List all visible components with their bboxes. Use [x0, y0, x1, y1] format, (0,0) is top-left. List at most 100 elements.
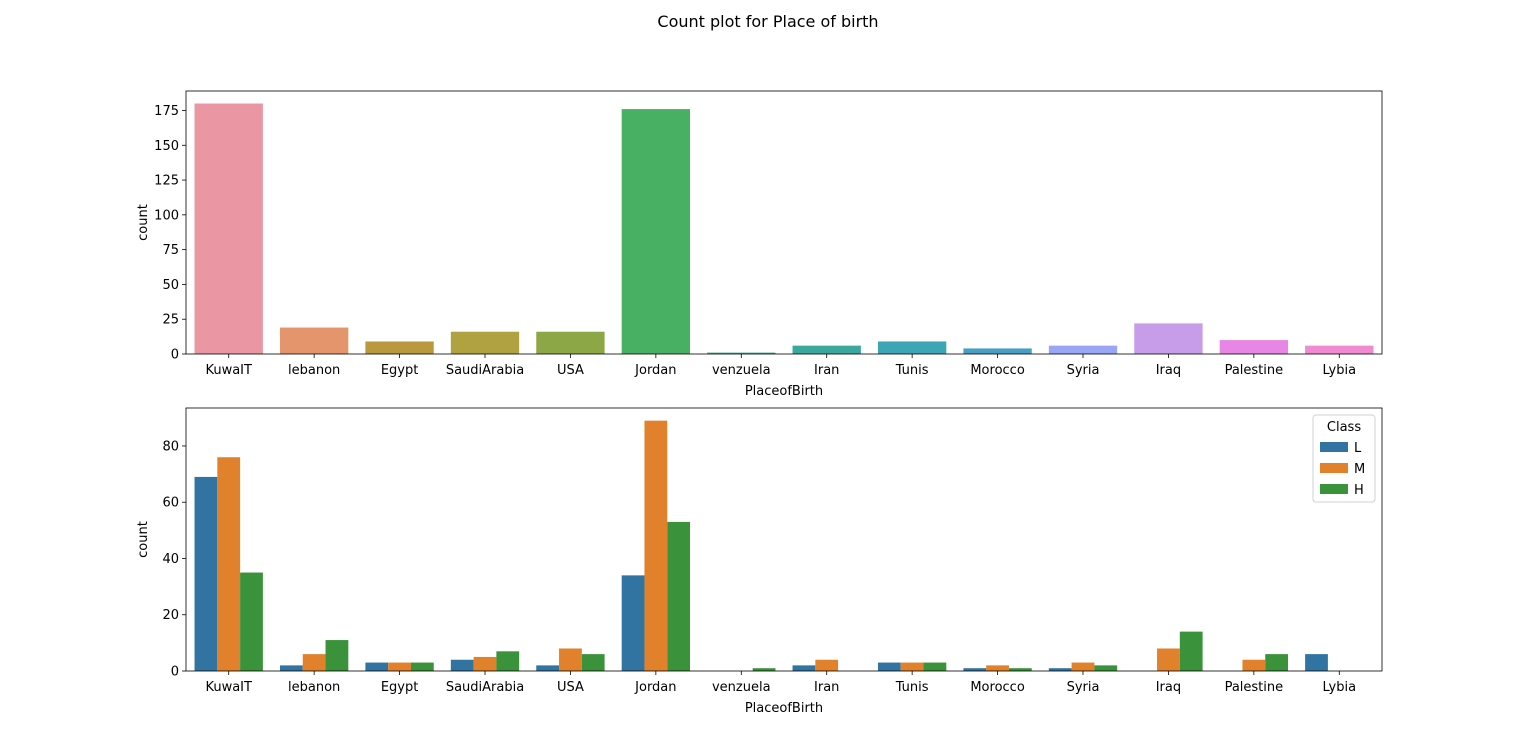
- panel1-bar-7: [792, 345, 861, 354]
- panel2-xtick-label-0: KuwaIT: [205, 680, 252, 695]
- panel1-ylabel: count: [136, 204, 151, 241]
- panel2-xtick-label-2: Egypt: [381, 680, 419, 695]
- panel2-xtick-label-9: Morocco: [970, 680, 1024, 695]
- panel1-xtick-label-1: lebanon: [288, 363, 340, 378]
- panel1-ytick-label-3: 75: [162, 243, 179, 258]
- figure-title: Count plot for Place of birth: [657, 12, 879, 31]
- panel2-bar-M-9: [986, 665, 1009, 671]
- panel2-xtick-label-7: Iran: [814, 680, 839, 695]
- panel1-bar-4: [536, 331, 605, 354]
- panel1-xtick-label-7: Iran: [814, 363, 839, 378]
- panel2-bar-M-10: [1071, 662, 1095, 671]
- panel2-axes-frame: [185, 407, 1383, 672]
- panel1-bar-2: [365, 341, 434, 354]
- panel2-legend-swatch-M: [1320, 463, 1348, 473]
- panel2-legend-label-L: L: [1354, 441, 1362, 456]
- panel2-bar-H-11: [1179, 631, 1203, 671]
- panel2-bar-H-1: [325, 640, 349, 671]
- panel1-bar-1: [279, 327, 349, 354]
- panel1-bar-3: [450, 331, 520, 354]
- panel2-bar-M-7: [815, 659, 839, 671]
- panel1-ytick-label-4: 100: [154, 208, 179, 223]
- panel2-ytick-label-3: 60: [162, 496, 179, 511]
- panel2-xtick-label-11: Iraq: [1156, 680, 1181, 695]
- panel1-bar-8: [877, 341, 947, 354]
- panel2-xtick-label-10: Syria: [1067, 680, 1100, 695]
- panel1-xtick-label-13: Lybia: [1322, 363, 1356, 378]
- panel2-bar-L-0: [194, 476, 218, 671]
- panel2-legend-label-H: H: [1354, 483, 1364, 498]
- panel2-bar-L-9: [963, 668, 987, 671]
- panel1-xtick-label-9: Morocco: [970, 363, 1024, 378]
- panel1-xtick-label-2: Egypt: [381, 363, 419, 378]
- panel1-bar-11: [1134, 323, 1203, 354]
- panel2-bar-L-10: [1048, 668, 1072, 671]
- panel2-bar-L-3: [450, 659, 474, 671]
- panel1-bar-10: [1048, 345, 1118, 354]
- panel2-xtick-label-13: Lybia: [1322, 680, 1356, 695]
- panel1-ytick-label-2: 50: [162, 278, 179, 293]
- panel1-ytick-label-1: 25: [162, 313, 179, 328]
- panel2-bar-M-3: [473, 656, 497, 671]
- panel2-bar-H-3: [496, 651, 520, 671]
- panel2-xtick-label-1: lebanon: [288, 680, 340, 695]
- panel2-bar-L-4: [536, 665, 560, 671]
- panel1-xtick-label-0: KuwaIT: [205, 363, 252, 378]
- panel2-bar-H-4: [581, 654, 605, 671]
- panel2-bar-L-1: [279, 665, 303, 671]
- panel1-ytick-label-7: 175: [154, 104, 179, 119]
- panel1-ytick-label-5: 125: [154, 174, 179, 189]
- panel2-legend-frame: [1312, 414, 1376, 503]
- panel2-ylabel: count: [136, 521, 151, 558]
- panel1-ytick-label-6: 150: [154, 139, 179, 154]
- panel2-bar-M-5: [644, 420, 668, 671]
- panel1-bar-6: [707, 352, 776, 354]
- panel2-bar-L-7: [792, 665, 816, 671]
- panel1-xtick-label-3: SaudiArabia: [446, 363, 524, 378]
- panel1-bar-5: [621, 109, 691, 354]
- panel2-bar-M-4: [559, 648, 582, 671]
- panel2-bar-M-8: [900, 662, 924, 671]
- panel1-bar-13: [1305, 345, 1374, 354]
- panel2-legend-title: Class: [1327, 420, 1361, 435]
- panel1-axes-frame: [185, 90, 1383, 355]
- panel1-bar-12: [1219, 340, 1289, 354]
- panel2-xtick-label-5: Jordan: [634, 680, 676, 695]
- panel2-bar-H-5: [667, 521, 691, 671]
- panel2-bar-L-13: [1305, 654, 1328, 671]
- panel2-ytick-label-0: 0: [171, 665, 179, 680]
- panel1-bar-9: [963, 348, 1032, 354]
- panel2-bar-M-0: [217, 457, 241, 671]
- panel1-xlabel: PlaceofBirth: [745, 384, 823, 399]
- panel2-xlabel: PlaceofBirth: [745, 701, 823, 716]
- panel2-xtick-label-12: Palestine: [1225, 680, 1284, 695]
- panel2-bar-H-2: [410, 662, 434, 671]
- panel1-xtick-label-12: Palestine: [1225, 363, 1284, 378]
- panel1-xtick-label-10: Syria: [1067, 363, 1100, 378]
- panel2-bar-H-0: [240, 572, 263, 671]
- panel2-legend-swatch-L: [1320, 442, 1348, 452]
- panel2-bar-L-8: [877, 662, 901, 671]
- panel2-bar-M-2: [388, 662, 411, 671]
- panel1-xtick-label-6: venzuela: [712, 363, 771, 378]
- panel2-legend-swatch-H: [1320, 484, 1348, 494]
- panel2-bar-H-6: [752, 668, 776, 671]
- panel2-ytick-label-2: 40: [162, 552, 179, 567]
- panel2-legend-label-M: M: [1354, 462, 1365, 477]
- panel1-xtick-label-11: Iraq: [1156, 363, 1181, 378]
- panel2-bar-M-11: [1157, 648, 1180, 671]
- panel2-bar-H-10: [1094, 665, 1118, 671]
- panel1-xtick-label-4: USA: [557, 363, 584, 378]
- panel2-bar-H-8: [923, 662, 947, 671]
- panel1-ytick-label-0: 0: [171, 348, 179, 363]
- panel1-xtick-label-5: Jordan: [634, 363, 676, 378]
- panel2-bar-M-12: [1242, 659, 1266, 671]
- panel2-bar-H-9: [1008, 668, 1032, 671]
- panel2-ytick-label-4: 80: [162, 439, 179, 454]
- panel2-bar-L-5: [621, 575, 645, 671]
- panel2-xtick-label-4: USA: [557, 680, 584, 695]
- panel2-ytick-label-1: 20: [162, 608, 179, 623]
- panel2-bar-M-1: [302, 654, 326, 671]
